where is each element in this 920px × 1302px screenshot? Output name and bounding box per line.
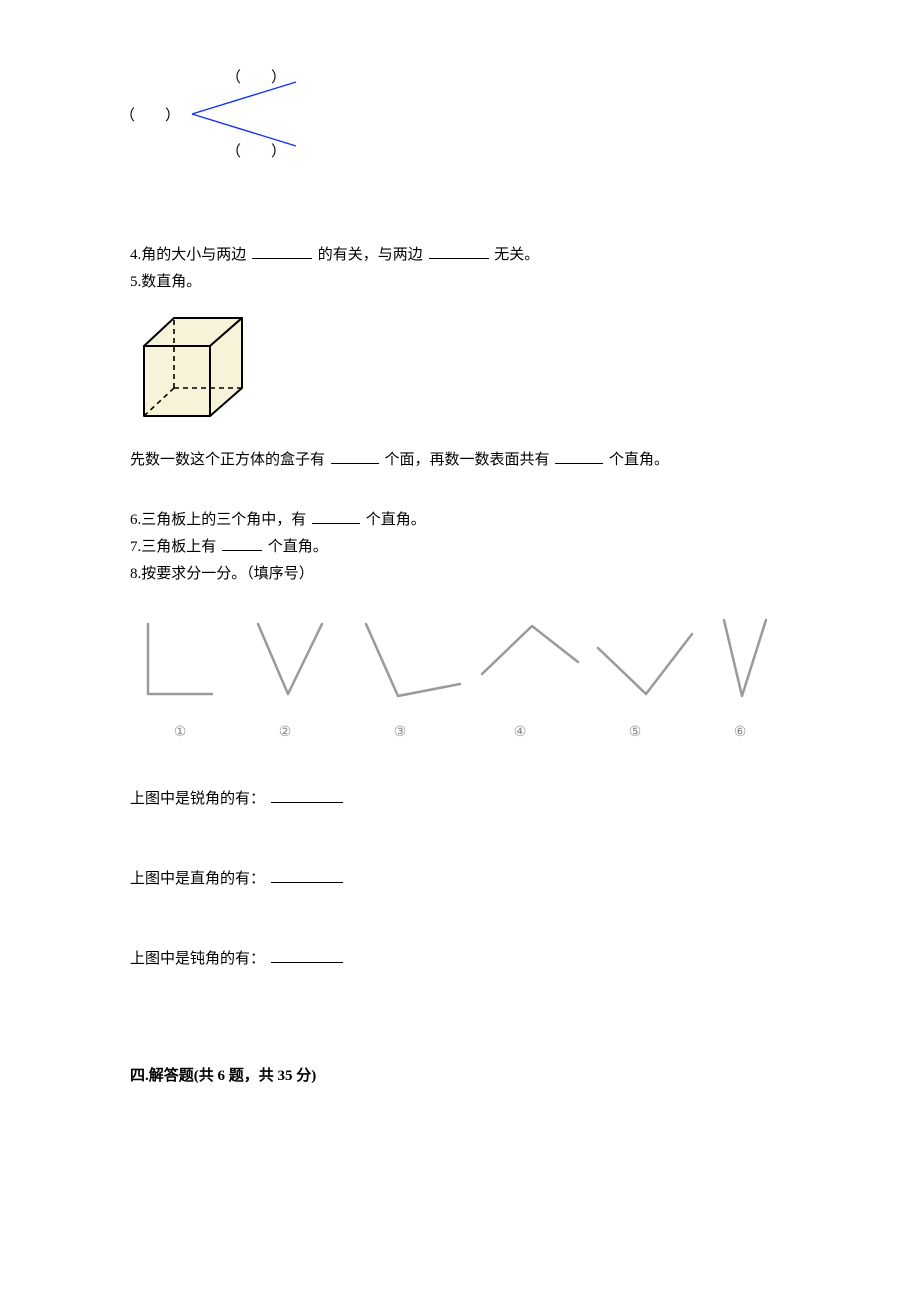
q3-angle-svg (188, 78, 308, 154)
q4-prefix: 4.角的大小与两边 (130, 247, 246, 263)
q8-acute-blank (271, 787, 343, 803)
q4-suffix: 无关。 (494, 247, 539, 263)
q5-cube-figure (130, 308, 790, 428)
q8-obtuse-label: 上图中是钝角的有： (130, 951, 265, 967)
q3-left-blank: （ ） (120, 104, 180, 128)
q4-line: 4.角的大小与两边 的有关，与两边 无关。 (130, 243, 790, 267)
q8-right-line: 上图中是直角的有： (130, 867, 790, 891)
q6-blank (312, 508, 360, 524)
q8-acute-label: 上图中是锐角的有： (130, 791, 265, 807)
angle-label: ③ (340, 722, 460, 744)
q5-suffix: 个直角。 (609, 452, 669, 468)
cube-svg (130, 308, 250, 428)
q6-suffix: 个直角。 (366, 512, 426, 528)
q8-obtuse-line: 上图中是钝角的有： (130, 947, 790, 971)
section-4-title: 四.解答题(共 6 题，共 35 分) (130, 1064, 790, 1088)
q4-mid: 的有关，与两边 (318, 247, 423, 263)
q8-angles-figure: ①②③④⑤⑥ (130, 606, 790, 744)
angle-label: ④ (460, 722, 580, 744)
angle-label: ⑤ (580, 722, 690, 744)
q8-obtuse-blank (271, 947, 343, 963)
q8-right-blank (271, 867, 343, 883)
q4-blank-1 (252, 243, 312, 259)
q8-right-label: 上图中是直角的有： (130, 871, 265, 887)
angle-label: ⑥ (690, 722, 790, 744)
q8-title: 8.按要求分一分。（填序号） (130, 562, 790, 586)
q5-blank-1 (331, 448, 379, 464)
q5-title: 5.数直角。 (130, 270, 790, 294)
q6-prefix: 6.三角板上的三个角中，有 (130, 512, 306, 528)
angles-labels-row: ①②③④⑤⑥ (130, 722, 790, 744)
q7-prefix: 7.三角板上有 (130, 539, 216, 555)
q6-line: 6.三角板上的三个角中，有 个直角。 (130, 508, 790, 532)
q7-blank (222, 535, 262, 551)
q3-angle-figure: （ ） （ ） （ ） (130, 60, 330, 180)
q4-blank-2 (429, 243, 489, 259)
angles-svg (130, 606, 790, 716)
q5-sentence: 先数一数这个正方体的盒子有 个面，再数一数表面共有 个直角。 (130, 448, 790, 472)
angle-label: ① (130, 722, 230, 744)
q7-line: 7.三角板上有 个直角。 (130, 535, 790, 559)
q5-mid1: 个面，再数一数表面共有 (385, 452, 550, 468)
angle-label: ② (230, 722, 340, 744)
q5-blank-2 (555, 448, 603, 464)
q7-suffix: 个直角。 (268, 539, 328, 555)
page: （ ） （ ） （ ） 4.角的大小与两边 的有关，与两边 无关。 5.数直角。… (0, 0, 920, 1302)
q8-acute-line: 上图中是锐角的有： (130, 787, 790, 811)
q5-prefix: 先数一数这个正方体的盒子有 (130, 452, 325, 468)
